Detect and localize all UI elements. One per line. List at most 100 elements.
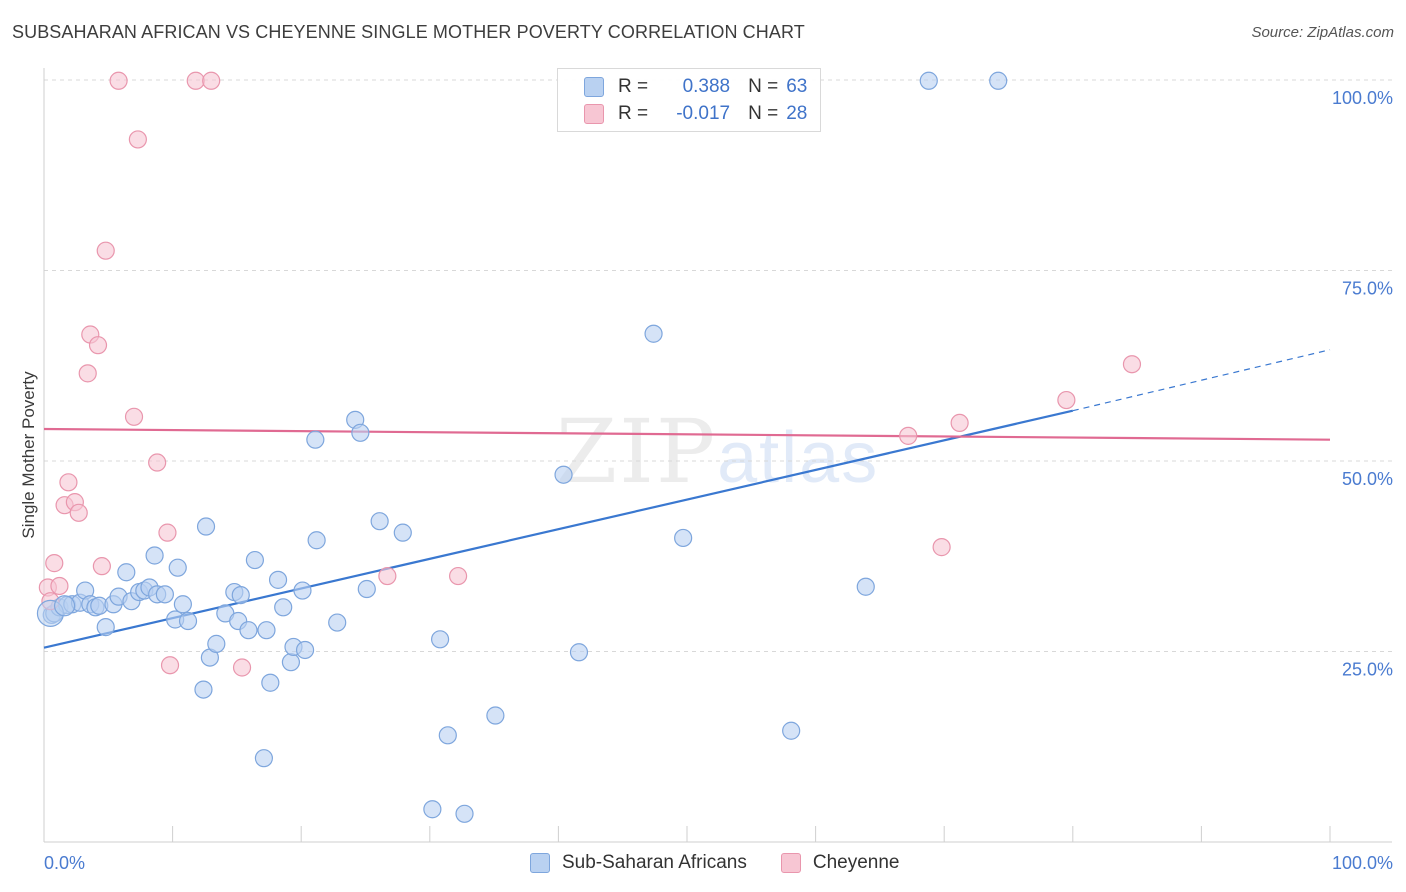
cheyenne-point [124,407,144,426]
y-tick-label: 100.0% [1332,88,1393,108]
source-label: Source: ZipAtlas.com [1251,24,1394,41]
legend-swatch-subsaharan [530,853,550,873]
cheyenne-point [59,473,78,492]
subsaharan-point [117,563,136,582]
y-tick-label: 50.0% [1342,469,1393,489]
subsaharan-point [155,585,174,604]
legend-row-cheyenne: R = -0.017 N = 28 [584,102,807,126]
watermark-zip: ZIP [556,400,718,503]
subsaharan-point [674,528,693,548]
subsaharan-point [295,640,315,660]
subsaharan-point [268,570,288,589]
legend-label-cheyenne: Cheyenne [812,852,900,873]
chart-title: SUBSAHARAN AFRICAN VS CHEYENNE SINGLE MO… [12,22,805,42]
subsaharan-point [486,706,505,725]
cheyenne-point [186,71,205,90]
y-tick-label: 25.0% [1342,660,1393,680]
legend-r-label: R = [618,76,649,97]
legend-r-label: R = [618,103,649,124]
subsaharan-point [194,680,213,699]
legend-n-value: 28 [786,103,808,124]
subsaharan-point [919,71,938,90]
y-tick-label: 75.0% [1342,279,1393,299]
legend-n-label: N = [748,76,779,97]
subsaharan-point [173,595,192,614]
legend-n-label: N = [748,103,779,124]
cheyenne-point [78,364,97,383]
cheyenne-point [50,576,69,596]
cheyenne-point [932,538,951,557]
subsaharan-point [370,512,389,531]
subsaharan-point [261,673,280,692]
subsaharan-point [393,523,412,542]
legend-r-value: 0.388 [682,76,731,97]
subsaharan-point [293,581,312,600]
cheyenne-point [92,557,111,576]
trend-lines [43,349,1331,649]
subsaharan-point [257,621,276,640]
cheyenne-point [45,554,64,573]
legend-swatch-blue [584,77,604,97]
subsaharan-point [644,324,663,343]
tick-labels: 25.0% 50.0% 75.0% 100.0% 0.0% 100.0% [44,88,1393,873]
subsaharan-point [554,465,573,484]
subsaharan-point [168,558,187,577]
subsaharan-point [569,643,589,662]
cheyenne-trend-line [43,427,1331,441]
subsaharan-point [274,598,293,617]
series-legend: Sub-Saharan Africans Cheyenne [530,852,899,874]
watermark-atlas: atlas [717,418,880,498]
legend-label-subsaharan: Sub-Saharan Africans [562,852,747,873]
subsaharan-point [145,546,164,565]
cheyenne-point [899,426,918,445]
subsaharan-point [351,423,370,442]
correlation-legend: R = 0.388 N = 63 R = -0.017 N = 28 [557,68,821,132]
subsaharan-point [438,726,457,745]
data-points [36,71,1142,823]
subsaharan-trend-line [43,409,1074,649]
subsaharan-trend-extension [1072,349,1331,412]
subsaharan-point [245,550,265,570]
cheyenne-point [69,503,88,522]
cheyenne-point [378,566,397,586]
legend-row-subsaharan: R = 0.388 N = 63 [584,75,807,99]
cheyenne-point [109,71,128,90]
subsaharan-point [455,804,474,823]
subsaharan-point [96,618,115,637]
subsaharan-point [856,577,875,596]
cheyenne-point [148,453,167,472]
cheyenne-point [1057,390,1076,410]
legend-swatch-pink [584,104,604,124]
subsaharan-point [254,749,274,768]
watermark: ZIPatlas [556,400,879,503]
subsaharan-point [281,653,301,672]
cheyenne-point [202,71,221,90]
cheyenne-point [158,523,177,542]
axes [43,68,1392,843]
subsaharan-point [782,721,801,740]
grid-lines [44,79,1392,652]
legend-r-value: -0.017 [676,103,731,124]
subsaharan-point [307,531,326,550]
x-tick-label: 0.0% [44,853,85,873]
subsaharan-point [357,579,376,599]
cheyenne-point [232,658,252,677]
cheyenne-point [96,241,115,260]
subsaharan-point [196,517,216,536]
cheyenne-point [88,336,108,355]
subsaharan-point [328,613,347,632]
x-tick-label: 100.0% [1332,853,1393,873]
subsaharan-point [207,634,226,653]
y-axis-label: Single Mother Poverty [19,371,38,539]
subsaharan-point [989,71,1008,90]
cheyenne-point [160,656,180,675]
cheyenne-point [128,130,147,149]
cheyenne-point [1122,355,1142,374]
legend-n-value: 63 [786,76,808,97]
subsaharan-cluster-point [53,595,76,617]
cheyenne-point [448,566,468,586]
subsaharan-point [239,621,258,640]
subsaharan-point [306,430,325,449]
subsaharan-point [178,611,198,631]
